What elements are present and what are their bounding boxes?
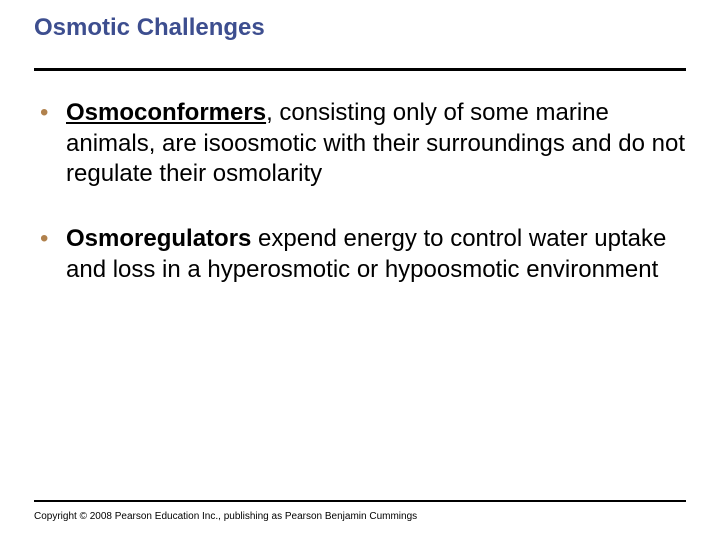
slide-title: Osmotic Challenges <box>34 14 265 42</box>
top-divider <box>34 68 686 71</box>
list-item: • Osmoconformers, consisting only of som… <box>34 98 686 190</box>
term: Osmoconformers <box>66 99 266 126</box>
bottom-divider <box>34 500 686 502</box>
bullet-icon: • <box>34 98 66 190</box>
list-item: • Osmoregulators expend energy to contro… <box>34 224 686 285</box>
bullet-text: Osmoconformers, consisting only of some … <box>66 98 686 190</box>
copyright-text: Copyright © 2008 Pearson Education Inc.,… <box>34 511 417 522</box>
bullet-list: • Osmoconformers, consisting only of som… <box>34 98 686 320</box>
bullet-icon: • <box>34 224 66 285</box>
bullet-text: Osmoregulators expend energy to control … <box>66 224 686 285</box>
term: Osmoregulators <box>66 225 251 252</box>
